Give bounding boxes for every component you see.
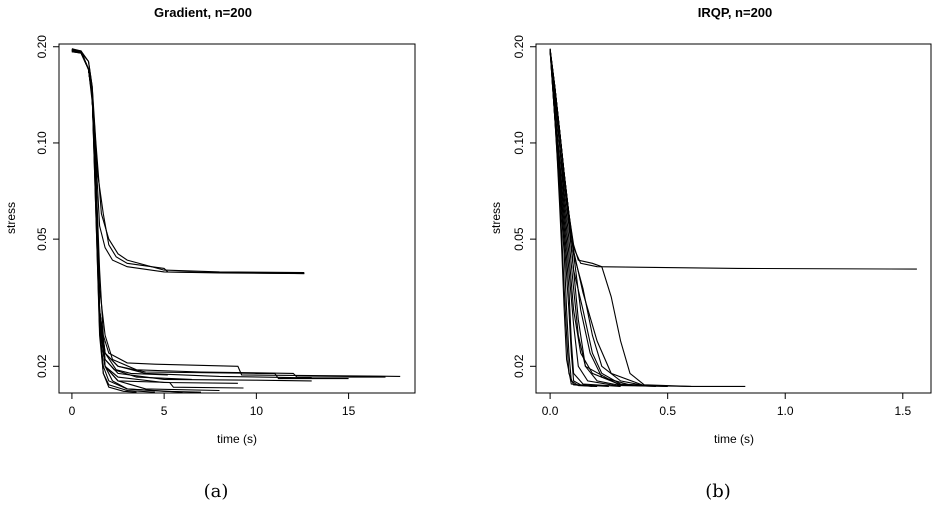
y-tick-label: 0.20	[512, 35, 526, 59]
x-tick-label: 0.5	[659, 404, 676, 418]
x-axis: 0 5 10 15	[69, 393, 356, 418]
chart-title: Gradient, n=200	[154, 5, 252, 20]
series-line-14	[71, 51, 155, 393]
x-tick-label: 15	[342, 404, 356, 418]
series-line-12	[71, 48, 202, 393]
y-axis: 0.02 0.05 0.10 0.20	[512, 35, 536, 378]
y-axis: 0.02 0.05 0.10 0.20	[35, 35, 59, 378]
series-line-13	[549, 50, 621, 387]
panel-label: (a)	[204, 481, 229, 502]
y-tick-label: 0.02	[512, 354, 526, 378]
series-line-2	[549, 48, 746, 387]
series-line-7	[71, 49, 349, 380]
panel-gradient: Gradient, n=200 0 5 10 15 0.020.050.100.20 …	[4, 5, 416, 502]
y-tick-label: 0.05	[512, 227, 526, 251]
x-tick-label: 1.5	[894, 404, 911, 418]
x-tick-label: 5	[161, 404, 168, 418]
series-line-4	[71, 48, 401, 377]
y-tick-label: 0.20	[35, 35, 49, 59]
y-tick-label: 0.10	[512, 131, 526, 155]
series-line-1	[549, 50, 917, 270]
series-line-8	[549, 50, 621, 387]
series-group	[549, 48, 917, 387]
x-tick-label: 10	[250, 404, 264, 418]
series-line-5	[71, 49, 386, 378]
y-axis-label: stress	[4, 202, 18, 234]
x-axis-label: time (s)	[217, 432, 257, 446]
y-axis-label: stress	[489, 202, 503, 234]
series-line-6	[71, 50, 312, 379]
series-line-1	[71, 49, 305, 274]
series-line-13	[71, 49, 183, 393]
y-tick-label: 0.05	[35, 227, 49, 251]
series-line-11	[71, 50, 220, 392]
series-line-9	[549, 50, 609, 387]
series-line-10	[549, 48, 598, 387]
series-line-16	[71, 50, 192, 380]
x-tick-label: 0	[69, 404, 76, 418]
x-tick-label: 1.0	[777, 404, 794, 418]
x-axis: 0.0 0.5 1.0 1.5	[542, 393, 911, 418]
series-line-2	[71, 51, 305, 275]
series-line-11	[549, 49, 598, 387]
x-axis-label: time (s)	[714, 432, 754, 446]
y-tick-label: 0.02	[35, 354, 49, 378]
panel-label: (b)	[705, 481, 731, 502]
series-line-15	[549, 50, 645, 387]
plot-frame	[58, 43, 416, 394]
y-tick-label: 0.10	[35, 131, 49, 155]
series-group	[71, 48, 401, 393]
series-line-17	[71, 49, 168, 376]
series-line-8	[71, 49, 312, 382]
series-line-3	[71, 49, 305, 275]
x-tick-label: 0.0	[542, 404, 559, 418]
plot-frame	[535, 43, 932, 394]
panel-irqp: IRQP, n=200 0.0 0.5 1.0 1.5 0.02 0.05 0.10 0.2…	[489, 5, 932, 502]
series-line-12	[549, 50, 593, 387]
chart-title: IRQP, n=200	[698, 5, 773, 20]
